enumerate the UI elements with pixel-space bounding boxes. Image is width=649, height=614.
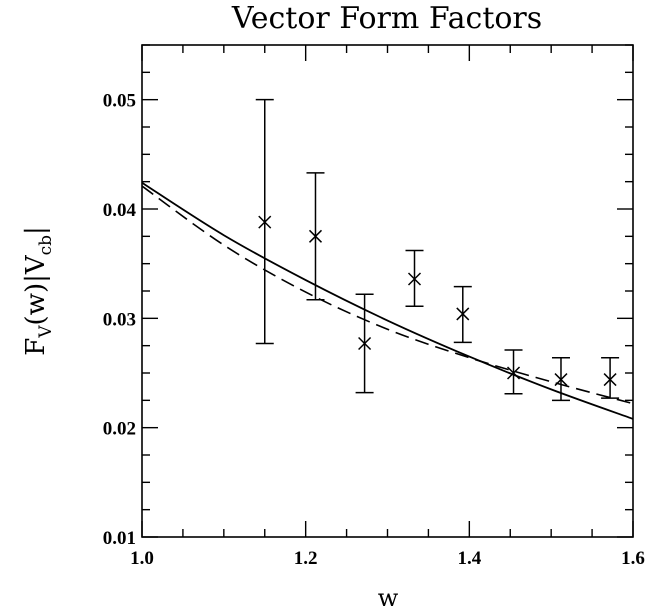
x-tick-label: 1.2 <box>294 548 318 569</box>
y-tick-label: 0.04 <box>103 200 137 221</box>
x-axis-label: w <box>378 584 399 612</box>
y-axis-label: FV(w)|Vcb| <box>21 226 56 356</box>
x-marker <box>603 373 617 387</box>
y-tick-label: 0.05 <box>103 91 136 112</box>
y-tick-label: 0.02 <box>103 419 136 440</box>
data-point <box>504 349 523 395</box>
data-points <box>255 98 620 402</box>
plot-frame <box>141 44 634 538</box>
data-point <box>255 98 274 345</box>
x-tick-label: 1.4 <box>457 548 481 569</box>
y-tick-label: 0.01 <box>103 528 136 549</box>
x-marker <box>407 272 422 286</box>
x-marker <box>506 366 521 380</box>
x-marker <box>258 215 272 229</box>
chart-title: Vector Form Factors <box>231 1 542 36</box>
y-tick-label: 0.03 <box>103 309 136 330</box>
x-tick-label: 1.6 <box>621 548 645 569</box>
x-marker <box>456 307 470 321</box>
x-tick-labels: 1.0 1.2 1.4 1.6 <box>130 548 645 569</box>
data-point <box>405 249 424 308</box>
dashed-fit-curve <box>141 185 634 405</box>
data-point <box>453 285 472 344</box>
data-point <box>551 356 570 402</box>
x-marker <box>308 229 323 243</box>
x-marker <box>358 336 372 351</box>
data-point <box>306 172 325 301</box>
fit-curves <box>141 182 634 420</box>
axis-ticks <box>141 44 634 538</box>
y-label-mid: (w)|V <box>21 254 51 325</box>
x-tick-label: 1.0 <box>130 548 154 569</box>
data-point <box>601 356 620 399</box>
x-marker <box>554 373 568 387</box>
solid-fit-curve <box>141 182 634 420</box>
y-label-end: | <box>21 226 51 235</box>
data-point <box>355 293 374 394</box>
y-label-sub1: V <box>36 325 56 339</box>
y-label-main: F <box>21 338 51 356</box>
y-tick-labels: 0.01 0.02 0.03 0.04 0.05 <box>103 91 137 549</box>
y-label-sub2: cb <box>36 235 56 256</box>
